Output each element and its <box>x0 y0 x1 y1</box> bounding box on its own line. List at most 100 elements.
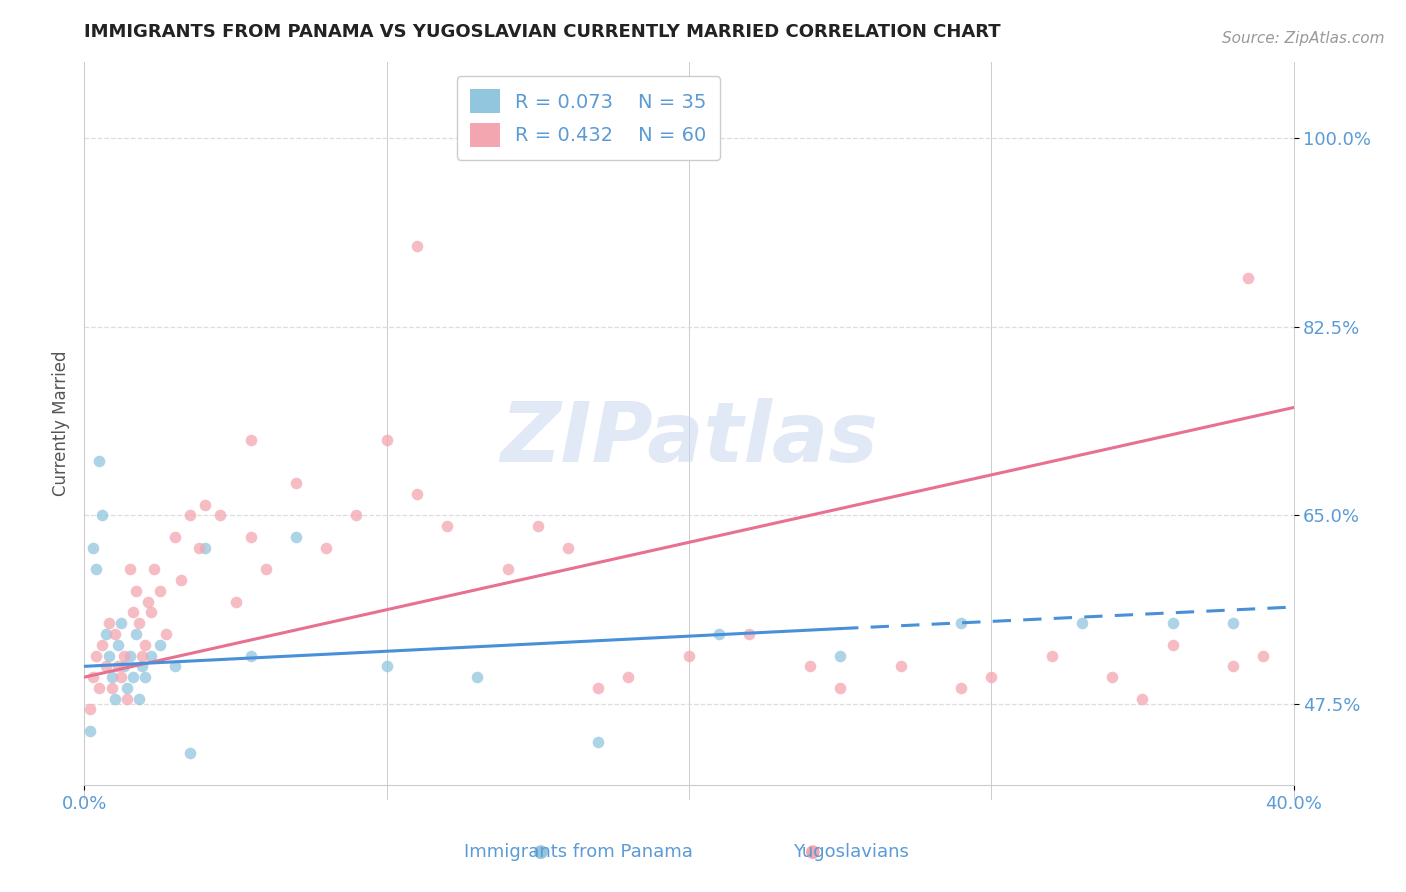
Point <box>125 627 148 641</box>
Point <box>709 627 731 641</box>
Point <box>94 627 117 641</box>
Point <box>136 594 159 608</box>
Point <box>104 691 127 706</box>
Point <box>1161 638 1184 652</box>
Y-axis label: Currently Married: Currently Married <box>52 351 70 497</box>
Point <box>1161 616 1184 631</box>
Point <box>131 659 153 673</box>
Point <box>110 670 132 684</box>
Point <box>112 659 135 673</box>
Point <box>112 648 135 663</box>
Point <box>115 681 138 695</box>
Point <box>1101 670 1123 684</box>
Point <box>149 638 172 652</box>
Point <box>557 541 579 555</box>
Text: Immigrants from Panama: Immigrants from Panama <box>464 843 693 861</box>
Point <box>467 670 489 684</box>
Point <box>188 541 211 555</box>
Point <box>496 562 519 576</box>
Point <box>118 648 141 663</box>
Point <box>100 681 122 695</box>
Point <box>134 638 156 652</box>
Point <box>110 616 132 631</box>
Point <box>588 735 610 749</box>
Point <box>239 648 262 663</box>
Point <box>104 627 127 641</box>
Point <box>346 508 368 523</box>
Point <box>79 724 101 739</box>
Point <box>100 670 122 684</box>
Point <box>86 648 108 663</box>
Point <box>527 519 550 533</box>
Point <box>1222 616 1244 631</box>
Point <box>285 530 308 544</box>
Point <box>107 659 129 673</box>
Point <box>97 648 120 663</box>
Point <box>436 519 458 533</box>
Point <box>194 541 217 555</box>
Point <box>1237 271 1260 285</box>
Point <box>950 616 973 631</box>
Point <box>830 648 852 663</box>
Point <box>179 746 201 760</box>
Point <box>107 638 129 652</box>
Point <box>375 659 398 673</box>
Point <box>97 616 120 631</box>
Point <box>91 638 114 652</box>
Point <box>1253 648 1275 663</box>
Point <box>1132 691 1154 706</box>
Point <box>1040 648 1063 663</box>
Text: Source: ZipAtlas.com: Source: ZipAtlas.com <box>1222 31 1385 46</box>
Point <box>94 659 117 673</box>
Point <box>239 530 262 544</box>
Point <box>1071 616 1094 631</box>
Point <box>139 606 162 620</box>
Point <box>142 562 165 576</box>
Point <box>131 648 153 663</box>
Point <box>121 606 143 620</box>
Point <box>165 659 187 673</box>
Point <box>115 691 138 706</box>
Point <box>799 659 821 673</box>
Point <box>225 594 247 608</box>
Point <box>179 508 201 523</box>
Point <box>86 562 108 576</box>
Point <box>406 239 429 253</box>
Point <box>125 583 148 598</box>
Text: Yugoslavians: Yugoslavians <box>793 843 910 861</box>
Point <box>79 702 101 716</box>
Point <box>890 659 912 673</box>
Text: ZIPatlas: ZIPatlas <box>501 398 877 479</box>
Point <box>406 487 429 501</box>
Text: IMMIGRANTS FROM PANAMA VS YUGOSLAVIAN CURRENTLY MARRIED CORRELATION CHART: IMMIGRANTS FROM PANAMA VS YUGOSLAVIAN CU… <box>84 23 1001 41</box>
Point <box>1222 659 1244 673</box>
Point <box>165 530 187 544</box>
Point <box>830 681 852 695</box>
Point <box>617 670 640 684</box>
Text: ●: ● <box>806 843 821 861</box>
Point <box>134 670 156 684</box>
Point <box>375 433 398 447</box>
Point <box>121 670 143 684</box>
Legend: R = 0.073    N = 35, R = 0.432    N = 60: R = 0.073 N = 35, R = 0.432 N = 60 <box>457 76 720 161</box>
Point <box>82 541 104 555</box>
Point <box>315 541 337 555</box>
Point <box>738 627 761 641</box>
Point <box>588 681 610 695</box>
Point <box>82 670 104 684</box>
Point <box>209 508 232 523</box>
Text: ●: ● <box>533 843 548 861</box>
Point <box>149 583 172 598</box>
Point <box>89 681 111 695</box>
Point <box>91 508 114 523</box>
Point <box>139 648 162 663</box>
Point <box>118 562 141 576</box>
Point <box>678 648 700 663</box>
Point <box>285 475 308 490</box>
Point <box>950 681 973 695</box>
Point <box>128 691 150 706</box>
Point <box>89 454 111 468</box>
Point <box>170 573 193 587</box>
Point <box>254 562 277 576</box>
Point <box>980 670 1002 684</box>
